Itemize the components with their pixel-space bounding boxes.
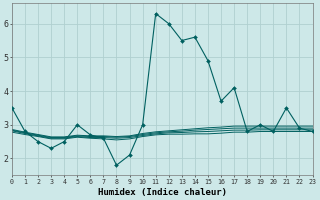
X-axis label: Humidex (Indice chaleur): Humidex (Indice chaleur) (98, 188, 227, 197)
